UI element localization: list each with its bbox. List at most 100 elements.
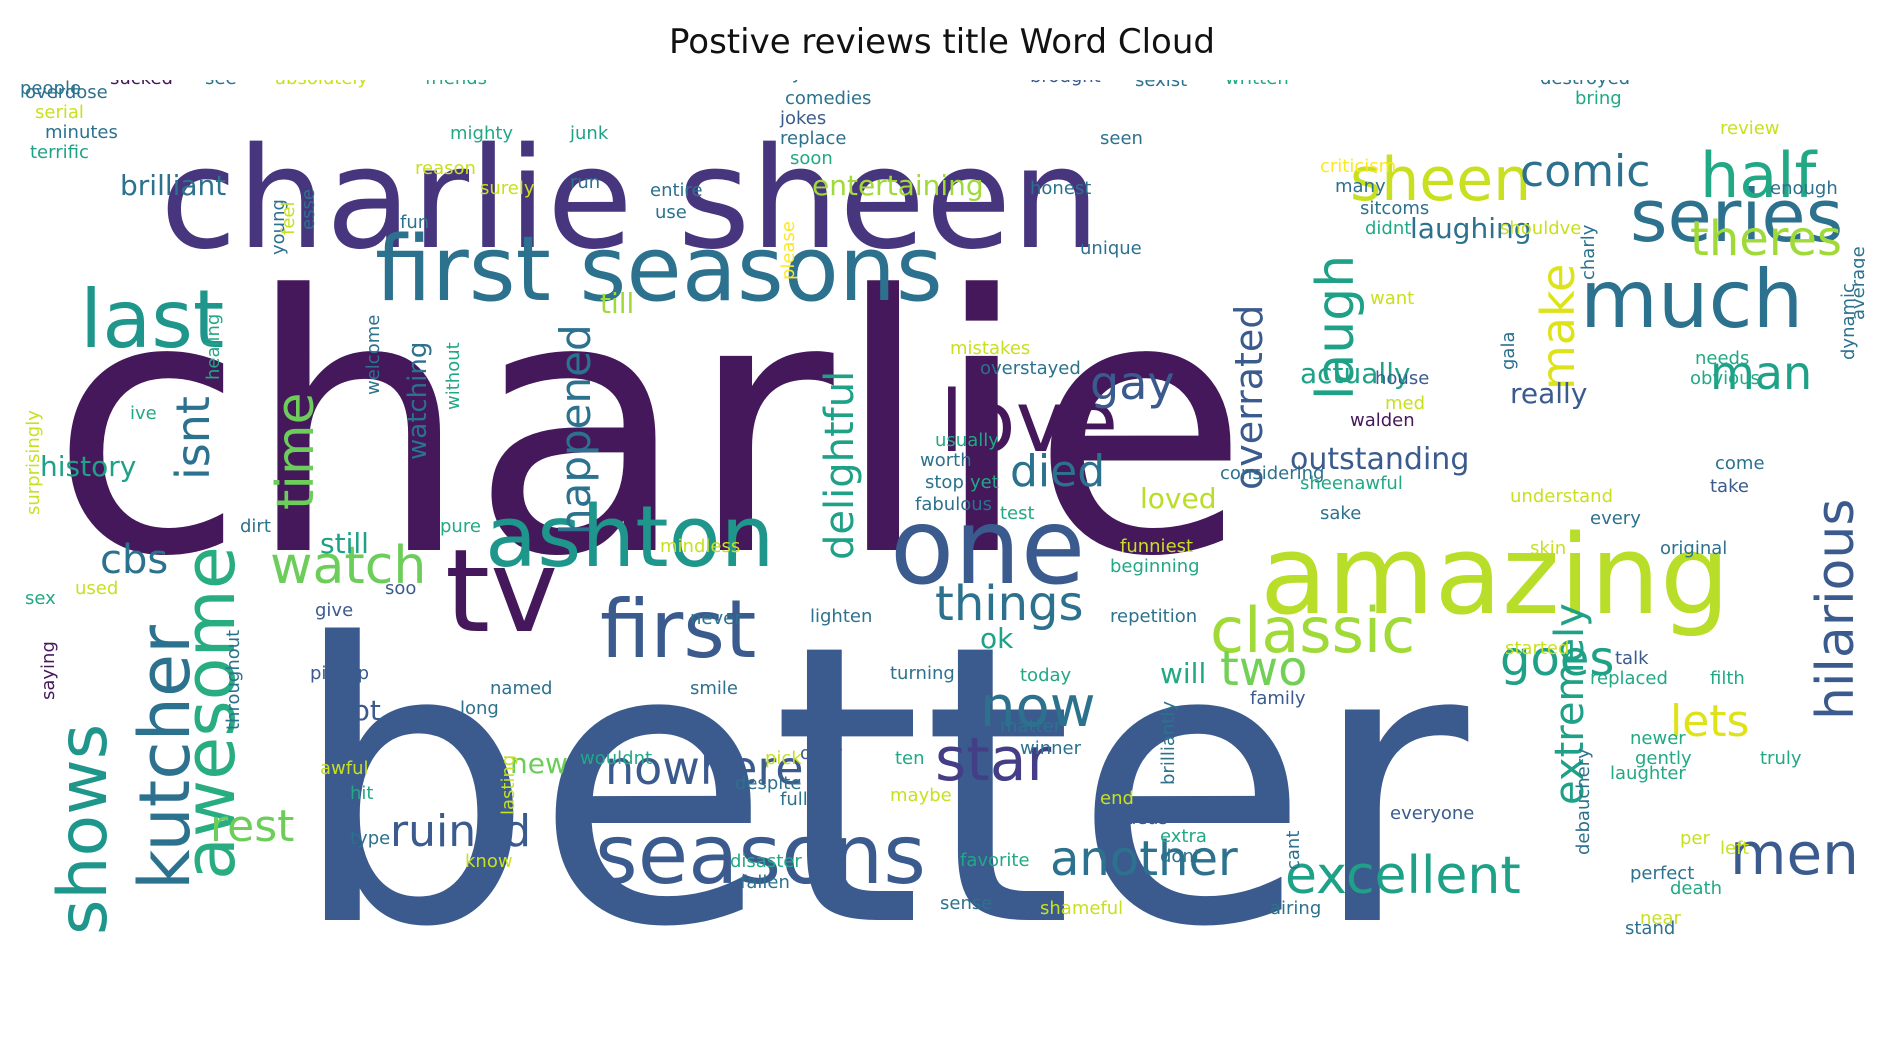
word-cloud-word: really — [1510, 377, 1588, 410]
word-cloud-word: jokes — [780, 108, 827, 129]
word-cloud-word: always — [750, 80, 812, 83]
word-cloud: charlie better charlie sheen first seasons a… — [20, 80, 1865, 1000]
word-cloud-word: ok — [980, 622, 1014, 655]
word-cloud-word: brilliantly — [1158, 701, 1179, 785]
word-cloud-word: smile — [690, 678, 738, 699]
word-cloud-word: fabulous — [915, 494, 993, 515]
word-cloud-word: newer — [1630, 728, 1686, 749]
word-cloud-word: death — [1670, 878, 1722, 899]
word-cloud-word: lets — [1670, 696, 1750, 747]
word-cloud-word: overdose — [25, 82, 108, 103]
word-cloud-word: honest — [1030, 178, 1092, 199]
word-cloud-word: nowhere — [605, 741, 804, 795]
word-cloud-word: gala — [1498, 331, 1519, 371]
word-cloud-word: excellent — [1285, 846, 1521, 906]
word-cloud-word: every — [1590, 508, 1641, 529]
word-cloud-word: actually — [1300, 357, 1411, 390]
word-cloud-word: lasting — [498, 754, 519, 815]
word-cloud-word: make — [1531, 263, 1585, 390]
word-cloud-word: will — [1160, 657, 1207, 690]
word-cloud-word: today — [1020, 665, 1072, 686]
word-cloud-word: things — [935, 576, 1084, 632]
word-cloud-word: turning — [890, 663, 955, 684]
word-cloud-word: walden — [1350, 410, 1415, 431]
word-cloud-word: see — [205, 80, 237, 88]
word-cloud-word: another — [1050, 831, 1238, 887]
word-cloud-word: entire — [650, 180, 703, 201]
word-cloud-word: watch — [270, 536, 427, 596]
word-cloud-word: funniest — [1120, 536, 1194, 557]
word-cloud-word: maybe — [890, 785, 952, 806]
word-cloud-word: junk — [570, 123, 609, 144]
word-cloud-word: first — [600, 583, 757, 676]
word-cloud-word: near — [1640, 908, 1681, 929]
word-cloud-word: perfect — [1630, 863, 1695, 884]
word-cloud-word: minutes — [45, 122, 118, 143]
word-cloud-word: shows — [44, 723, 123, 935]
word-cloud-word: family — [1250, 688, 1306, 709]
word-cloud-word: comedic — [870, 80, 946, 83]
word-cloud-word: shameful — [1040, 898, 1124, 919]
word-cloud-word: airing — [1270, 898, 1322, 919]
word-cloud-word: okay — [800, 743, 843, 764]
word-cloud-word: welcome — [363, 314, 384, 395]
word-cloud-word: extra — [1160, 826, 1207, 847]
word-cloud-word: give — [315, 600, 354, 621]
word-cloud-word: please — [778, 221, 799, 280]
word-cloud-word: sense — [940, 893, 993, 914]
word-cloud-word: amazing — [1260, 511, 1730, 639]
word-cloud-word: many — [1335, 176, 1386, 197]
word-cloud-word: started — [1505, 638, 1570, 659]
word-cloud-word: last — [80, 273, 225, 366]
word-cloud-word: pickup — [310, 663, 370, 684]
word-cloud-word: awful — [320, 758, 369, 779]
word-cloud-word: per — [1680, 828, 1710, 849]
word-cloud-word: brilliant — [120, 169, 227, 202]
word-cloud-word: med — [1385, 393, 1426, 414]
word-cloud-word: lot — [345, 694, 381, 727]
word-cloud-word: reason — [415, 158, 476, 179]
word-cloud-word: fun — [400, 212, 430, 233]
word-cloud-word: entertaining — [812, 169, 984, 202]
chart-title: Postive reviews title Word Cloud — [669, 22, 1215, 62]
word-cloud-word: seen — [1100, 128, 1143, 149]
word-cloud-word: filth — [1710, 668, 1745, 689]
word-cloud-word: named — [490, 678, 553, 699]
word-cloud-word: happened — [551, 324, 600, 535]
word-cloud-word: half — [1700, 139, 1817, 212]
word-cloud-word: mighty — [450, 123, 514, 144]
word-cloud-word: first seasons — [375, 217, 943, 322]
word-cloud-word: surely — [480, 178, 535, 199]
word-cloud-word: used — [75, 578, 119, 599]
word-cloud-word: ive — [130, 403, 157, 424]
word-cloud-word: new — [510, 747, 568, 780]
word-cloud-word: matter — [1000, 716, 1062, 737]
word-cloud-word: end — [1100, 788, 1134, 809]
word-cloud-word: sexist — [1135, 80, 1188, 91]
word-cloud-word: esse — [298, 189, 319, 230]
word-cloud-word: saying — [38, 641, 59, 700]
word-cloud-word: cant — [1283, 830, 1304, 870]
word-cloud-word: absolutely — [275, 80, 368, 88]
word-cloud-word: talk — [1615, 648, 1649, 669]
word-cloud-word: test — [1000, 503, 1035, 524]
word-cloud-word: worth — [920, 450, 972, 471]
word-cloud-word: truly — [1760, 748, 1802, 769]
word-cloud-word: want — [1370, 288, 1415, 309]
word-cloud-word: history — [40, 450, 137, 483]
word-cloud-word: obvious — [1690, 368, 1760, 389]
word-cloud-word: needs — [1695, 348, 1750, 369]
word-cloud-word: beginning — [1110, 556, 1200, 577]
word-cloud-word: left — [1720, 838, 1750, 859]
word-cloud-word: brought — [1030, 80, 1101, 86]
word-cloud-word: come — [1715, 453, 1765, 474]
word-cloud-word: goes — [1500, 631, 1615, 687]
word-cloud-word: isnt — [166, 396, 220, 480]
word-cloud-word: replaced — [1590, 668, 1668, 689]
word-cloud-word: classic — [1210, 594, 1416, 667]
word-cloud-word: everyone — [1390, 803, 1475, 824]
word-cloud-word: average — [1848, 246, 1865, 320]
word-cloud-word: died — [1010, 446, 1106, 497]
word-cloud-word: charlie sheen — [160, 118, 1101, 281]
word-cloud-word: hit — [350, 783, 374, 804]
